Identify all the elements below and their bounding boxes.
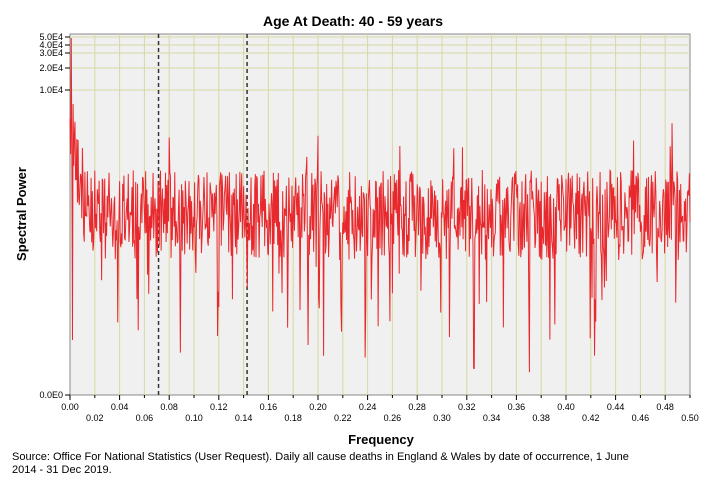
x-tick-label: 0.22 — [334, 413, 352, 423]
x-tick-label: 0.06 — [136, 413, 154, 423]
x-tick-label: 0.32 — [458, 402, 476, 412]
x-axis-label: Frequency — [348, 432, 415, 447]
y-axis-label: Spectral Power — [14, 167, 29, 261]
x-tick-label: 0.38 — [532, 413, 550, 423]
y-tick-label: 2.0E4 — [39, 63, 63, 73]
spectral-series-line — [69, 37, 691, 373]
x-tick-label: 0.20 — [309, 402, 327, 412]
x-tick-label: 0.12 — [210, 402, 228, 412]
x-tick-label: 0.00 — [61, 402, 79, 412]
x-tick-label: 0.18 — [284, 413, 302, 423]
x-tick-label: 0.28 — [408, 402, 426, 412]
x-tick-label: 0.34 — [483, 413, 501, 423]
x-tick-label: 0.30 — [433, 413, 451, 423]
spectral-chart: Age At Death: 40 - 59 years 0.0E0 1.0E4 2.… — [14, 13, 699, 447]
y-tick-label: 0.0E0 — [39, 390, 63, 400]
chart-title: Age At Death: 40 - 59 years — [263, 13, 443, 29]
x-tick-label: 0.04 — [111, 402, 129, 412]
y-tick-label: 4.0E4 — [39, 40, 63, 50]
x-tick-label: 0.40 — [557, 402, 575, 412]
y-tick-label: 1.0E4 — [39, 85, 63, 95]
x-tick-label: 0.26 — [384, 413, 402, 423]
x-tick-label: 0.46 — [632, 413, 650, 423]
y-tick-label: 5.0E4 — [39, 32, 63, 42]
x-tick-label: 0.10 — [185, 413, 203, 423]
x-tick-label: 0.14 — [235, 413, 253, 423]
source-note: Source: Office For National Statistics (… — [12, 451, 629, 476]
x-tick-label: 0.44 — [607, 402, 625, 412]
x-tick-label: 0.48 — [656, 402, 674, 412]
x-tick-label: 0.02 — [86, 413, 104, 423]
x-tick-label: 0.08 — [160, 402, 178, 412]
x-tick-label: 0.24 — [359, 402, 377, 412]
x-tick-label: 0.16 — [260, 402, 278, 412]
x-axis-ticks: 0.00 0.04 0.08 0.12 0.16 0.20 0.24 0.28 0.32 0.36… — [61, 395, 699, 423]
x-tick-label: 0.50 — [681, 413, 699, 423]
x-tick-label: 0.36 — [508, 402, 526, 412]
y-tick-label: 3.0E4 — [39, 48, 63, 58]
x-tick-label: 0.42 — [582, 413, 600, 423]
